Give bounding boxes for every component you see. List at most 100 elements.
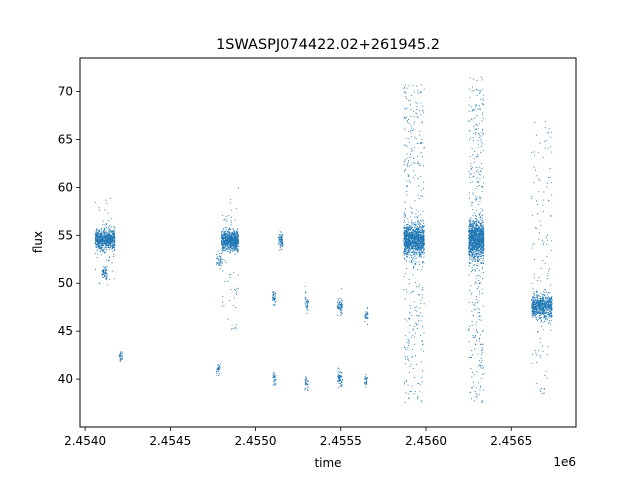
data-point xyxy=(474,336,476,338)
data-point xyxy=(97,238,99,240)
data-point xyxy=(468,234,470,236)
data-point xyxy=(272,297,274,299)
data-point xyxy=(407,245,409,247)
data-point xyxy=(101,275,103,277)
data-point xyxy=(481,230,483,232)
data-point xyxy=(415,213,417,215)
data-point xyxy=(95,235,97,238)
data-point xyxy=(472,242,474,244)
data-point xyxy=(225,241,227,243)
data-point xyxy=(471,229,473,231)
data-point xyxy=(414,240,416,243)
data-point xyxy=(418,261,420,263)
data-point xyxy=(476,166,478,168)
data-point xyxy=(480,139,482,141)
data-point xyxy=(229,228,231,230)
data-point xyxy=(420,253,422,255)
data-point xyxy=(418,263,420,265)
data-point xyxy=(235,324,237,326)
data-point xyxy=(225,229,227,231)
data-point xyxy=(414,227,416,229)
data-point xyxy=(407,157,409,159)
data-point xyxy=(407,249,409,251)
data-point xyxy=(408,247,411,249)
data-point xyxy=(417,220,419,222)
data-point xyxy=(479,237,481,239)
data-point xyxy=(479,243,482,245)
data-point xyxy=(476,242,479,244)
data-point xyxy=(403,213,405,215)
data-point xyxy=(367,311,369,313)
data-point xyxy=(231,231,233,233)
data-point xyxy=(105,232,107,234)
data-point xyxy=(106,227,108,229)
data-point xyxy=(222,262,224,264)
data-point xyxy=(416,364,418,366)
data-point xyxy=(96,250,98,252)
data-point xyxy=(472,208,474,210)
data-point xyxy=(404,201,406,203)
data-point xyxy=(114,249,116,251)
data-point xyxy=(365,380,367,383)
data-point xyxy=(423,225,425,227)
data-point xyxy=(478,133,480,135)
data-point xyxy=(412,149,414,151)
data-point xyxy=(406,237,408,239)
data-point xyxy=(470,239,472,241)
data-point xyxy=(414,174,416,176)
data-point xyxy=(472,269,474,271)
data-point xyxy=(420,175,422,177)
data-point xyxy=(478,221,480,223)
data-point xyxy=(476,124,478,127)
data-point xyxy=(477,182,479,184)
data-point xyxy=(274,297,276,299)
data-point xyxy=(410,307,412,309)
data-point xyxy=(480,163,482,165)
data-point xyxy=(104,271,106,273)
data-point xyxy=(470,165,472,167)
data-point xyxy=(473,89,475,92)
data-point xyxy=(474,302,476,304)
data-point xyxy=(230,243,232,245)
data-point xyxy=(105,236,107,238)
data-point xyxy=(418,224,420,226)
data-point xyxy=(106,202,108,204)
data-point xyxy=(414,162,416,164)
data-point xyxy=(483,389,485,391)
data-point xyxy=(235,243,238,245)
data-point xyxy=(533,297,535,299)
data-point xyxy=(407,228,409,230)
data-point xyxy=(470,285,472,287)
data-point xyxy=(220,257,222,260)
data-point xyxy=(473,308,475,310)
data-point xyxy=(470,182,472,184)
data-point xyxy=(272,296,274,298)
data-point xyxy=(218,264,220,266)
data-point xyxy=(415,209,417,211)
data-point xyxy=(224,226,226,228)
data-point xyxy=(410,292,412,294)
data-point xyxy=(411,207,413,209)
data-point xyxy=(410,206,412,208)
data-point xyxy=(478,309,480,311)
data-point xyxy=(409,241,411,243)
data-point xyxy=(337,375,339,377)
data-point xyxy=(227,228,229,230)
data-point xyxy=(474,218,476,220)
data-point xyxy=(481,141,483,143)
data-point xyxy=(234,240,237,242)
data-point xyxy=(413,253,415,255)
data-point xyxy=(473,248,475,251)
data-point xyxy=(96,244,98,246)
data-point xyxy=(470,262,472,264)
data-point xyxy=(407,384,409,386)
data-point xyxy=(479,170,481,172)
data-point xyxy=(404,235,406,237)
data-point xyxy=(220,265,222,267)
data-point xyxy=(223,240,225,242)
data-point xyxy=(407,346,409,348)
data-point xyxy=(403,164,405,166)
data-point xyxy=(234,246,236,248)
data-point xyxy=(103,235,105,237)
data-point xyxy=(273,377,275,379)
